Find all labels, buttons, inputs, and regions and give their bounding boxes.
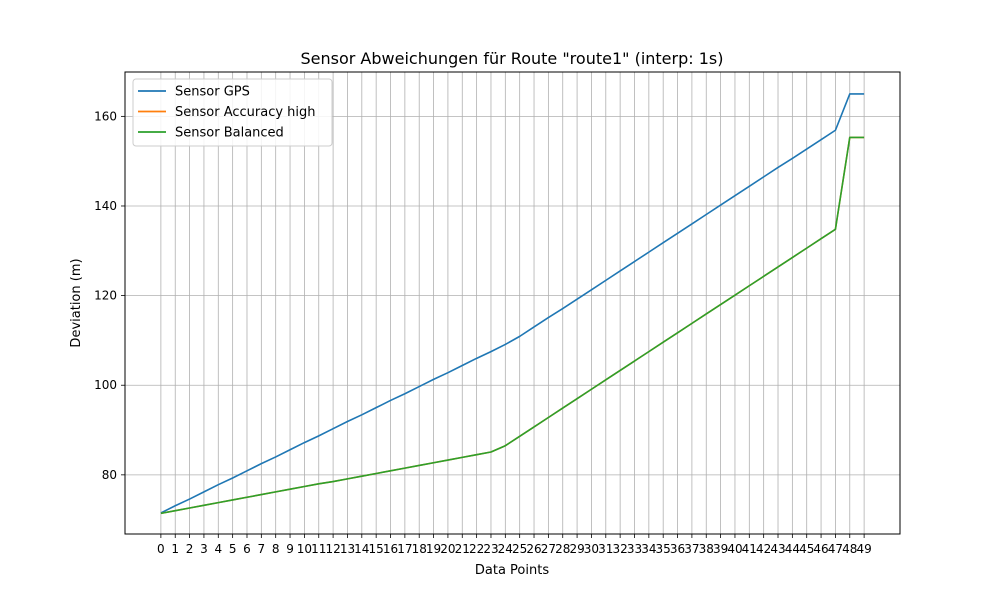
x-tick-label: 20: [440, 542, 455, 556]
x-tick-label: 30: [584, 542, 599, 556]
x-tick-label: 15: [369, 542, 384, 556]
legend: Sensor GPS Sensor Accuracy high Sensor Bal…: [132, 78, 333, 147]
x-axis-label: Data Points: [475, 563, 549, 578]
x-tick-label: 37: [684, 542, 699, 556]
x-tick-label: 29: [569, 542, 584, 556]
x-tick-label: 44: [785, 542, 800, 556]
x-tick-label: 27: [541, 542, 556, 556]
x-tick-label: 41: [742, 542, 757, 556]
y-axis: 80 100 120 140 160: [94, 109, 125, 482]
x-tick-label: 33: [627, 542, 642, 556]
x-tick-label: 11: [311, 542, 326, 556]
x-tick-label: 24: [498, 542, 513, 556]
x-tick-label: 49: [856, 542, 871, 556]
x-tick-label: 38: [699, 542, 714, 556]
x-tick-label: 28: [555, 542, 570, 556]
x-tick-label: 3: [200, 542, 208, 556]
x-tick-label: 36: [670, 542, 685, 556]
x-tick-label: 26: [526, 542, 541, 556]
x-tick-label: 39: [713, 542, 728, 556]
legend-label-sensor-balanced: Sensor Balanced: [175, 126, 284, 141]
x-tick-label: 12: [325, 542, 340, 556]
x-tick-label: 4: [214, 542, 222, 556]
x-tick-label: 48: [842, 542, 857, 556]
x-tick-label: 17: [397, 542, 412, 556]
x-tick-label: 22: [469, 542, 484, 556]
x-tick-label: 21: [455, 542, 470, 556]
x-tick-label: 18: [412, 542, 427, 556]
x-tick-label: 42: [756, 542, 771, 556]
x-tick-label: 0: [157, 542, 165, 556]
x-tick-label: 25: [512, 542, 527, 556]
legend-label-sensor-gps: Sensor GPS: [175, 85, 250, 100]
x-tick-label: 14: [354, 542, 369, 556]
x-tick-label: 32: [612, 542, 627, 556]
series-line-sensor-balanced: [160, 136, 865, 515]
x-tick-label: 45: [799, 542, 814, 556]
y-tick-label: 140: [94, 199, 117, 213]
x-tick-label: 19: [426, 542, 441, 556]
x-tick-label: 1: [171, 542, 179, 556]
x-tick-label: 23: [483, 542, 498, 556]
chart-title: Sensor Abweichungen für Route "route1" (…: [301, 49, 724, 68]
x-tick-label: 8: [272, 542, 280, 556]
plot-frame: [124, 71, 901, 535]
series-line-sensor-gps: [160, 93, 865, 514]
x-tick-label: 40: [727, 542, 742, 556]
legend-label-sensor-accuracy-high: Sensor Accuracy high: [175, 105, 316, 120]
x-tick-label: 47: [828, 542, 843, 556]
x-tick-label: 5: [229, 542, 237, 556]
x-tick-label: 31: [598, 542, 613, 556]
series-lines: [160, 93, 865, 515]
y-tick-label: 160: [94, 109, 117, 123]
x-tick-label: 7: [258, 542, 266, 556]
y-axis-label: Deviation (m): [69, 258, 84, 347]
x-tick-label: 43: [770, 542, 785, 556]
x-tick-label: 10: [297, 542, 312, 556]
legend-box: [132, 78, 333, 147]
x-tick-label: 34: [641, 542, 656, 556]
y-tick-label: 120: [94, 289, 117, 303]
x-tick-label: 16: [383, 542, 398, 556]
x-tick-label: 46: [813, 542, 828, 556]
x-axis: 0 1 2 3 4 5 6 7 8 9 10 11 12 13 14 15 16 17 18 19 20 21 22 23 24…: [157, 534, 872, 556]
x-tick-label: 35: [656, 542, 671, 556]
y-tick-label: 80: [102, 468, 117, 482]
y-tick-label: 100: [94, 378, 117, 392]
x-tick-label: 9: [286, 542, 294, 556]
x-tick-label: 2: [186, 542, 194, 556]
grid-lines: [125, 72, 900, 534]
x-tick-label: 13: [340, 542, 355, 556]
x-tick-label: 6: [243, 542, 251, 556]
